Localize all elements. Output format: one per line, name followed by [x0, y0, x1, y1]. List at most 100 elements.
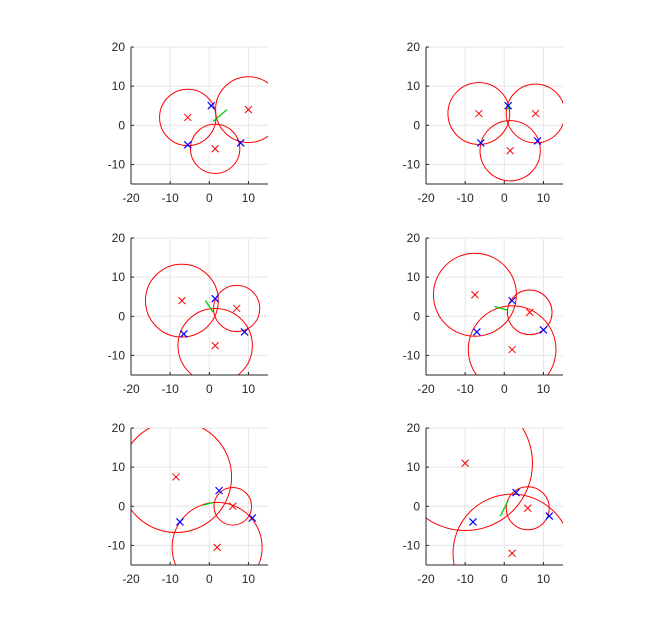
- center-marker-1: [178, 296, 186, 305]
- y-tick-label: -10: [108, 157, 126, 171]
- circle-3: [479, 120, 541, 182]
- circle-1: [426, 428, 533, 532]
- y-tick-label: 0: [118, 118, 125, 132]
- point-marker-2: [183, 140, 192, 149]
- circle-3: [467, 305, 557, 375]
- y-tick-label: 10: [407, 460, 421, 474]
- x-tick-label: 0: [206, 382, 213, 396]
- circle-3: [452, 493, 563, 565]
- center-marker-3: [506, 146, 515, 155]
- circle-3: [177, 307, 253, 375]
- center-marker-2: [525, 308, 534, 317]
- point-marker-2: [176, 518, 184, 526]
- x-tick-label: 0: [206, 572, 213, 586]
- center-marker-3: [211, 144, 220, 153]
- subplot-3: -20 -10 0 10 -10 0 10 20: [108, 231, 268, 396]
- center-marker-1: [474, 109, 483, 118]
- y-tick-label: 10: [407, 270, 421, 284]
- center-marker-2: [228, 502, 237, 511]
- point-marker-2: [472, 328, 481, 336]
- center-marker-1: [183, 113, 192, 122]
- subplot-6: -20 -10 0 10 -10 0 10 20: [403, 421, 563, 586]
- x-tick-label: 0: [501, 572, 508, 586]
- plot-area: [159, 76, 268, 174]
- x-tick-label: -10: [161, 572, 179, 586]
- x-tick-label: -20: [417, 572, 435, 586]
- point-marker-3: [240, 328, 249, 336]
- x-tick-label: 10: [537, 382, 551, 396]
- x-tick-label: -20: [122, 191, 140, 205]
- center-marker-1: [471, 290, 479, 299]
- point-marker-3: [236, 138, 245, 147]
- y-tick-label: 10: [112, 460, 126, 474]
- x-tick-label: 10: [537, 191, 551, 205]
- circle-3: [189, 123, 241, 174]
- x-tick-label: -20: [417, 191, 435, 205]
- circle-1: [131, 428, 233, 533]
- y-tick-label: 20: [407, 231, 421, 245]
- x-tick-label: -10: [456, 382, 474, 396]
- point-marker-3: [539, 326, 548, 334]
- x-tick-label: 0: [501, 382, 508, 396]
- circle-3: [171, 501, 263, 565]
- circle-2: [215, 76, 268, 143]
- plot-area: [144, 263, 261, 375]
- circle-1: [144, 263, 219, 338]
- circle-2: [213, 486, 253, 526]
- plot-area: [131, 428, 263, 565]
- x-tick-label: -20: [122, 382, 140, 396]
- vector-line: [494, 305, 509, 312]
- y-tick-label: -10: [403, 348, 421, 362]
- vector-line: [499, 500, 509, 517]
- y-tick-label: 20: [112, 421, 126, 435]
- center-marker-3: [508, 345, 516, 354]
- x-tick-label: 10: [537, 572, 551, 586]
- center-marker-2: [244, 105, 253, 114]
- y-tick-label: 10: [112, 79, 126, 93]
- point-marker-1: [504, 101, 513, 110]
- y-tick-label: 20: [407, 421, 421, 435]
- y-tick-label: -10: [403, 538, 421, 552]
- point-marker-2: [469, 518, 477, 526]
- subplot-4: -20 -10 0 10 -10 0 10 20: [403, 231, 563, 396]
- x-tick-label: 0: [501, 191, 508, 205]
- y-tick-label: -10: [108, 348, 126, 362]
- point-marker-3: [248, 514, 257, 522]
- y-tick-label: 0: [118, 309, 125, 323]
- y-tick-label: 20: [112, 231, 126, 245]
- point-marker-1: [508, 296, 517, 305]
- center-marker-2: [523, 504, 532, 513]
- x-tick-label: 0: [206, 191, 213, 205]
- subplot-1: -20 -10 0 10 -10 0 10 20: [108, 40, 268, 205]
- point-marker-3: [533, 137, 542, 145]
- point-marker-1: [207, 101, 216, 110]
- center-marker-1: [172, 473, 180, 481]
- x-tick-label: -10: [456, 191, 474, 205]
- center-marker-3: [211, 341, 220, 350]
- subplot-5: -20 -10 0 10 -10 0 10 20: [108, 421, 268, 586]
- point-marker-1: [215, 486, 223, 495]
- y-tick-label: 0: [413, 309, 420, 323]
- plot-area: [447, 82, 563, 182]
- x-tick-label: -20: [122, 572, 140, 586]
- y-tick-label: 0: [413, 118, 420, 132]
- point-marker-1: [211, 294, 220, 303]
- y-tick-label: -10: [108, 538, 126, 552]
- x-tick-label: -10: [161, 382, 179, 396]
- vector-line: [204, 300, 214, 313]
- center-marker-2: [531, 109, 540, 118]
- x-tick-label: -20: [417, 382, 435, 396]
- y-tick-label: 10: [112, 270, 126, 284]
- plot-area: [426, 428, 563, 565]
- x-tick-label: 10: [242, 572, 256, 586]
- y-tick-label: 0: [118, 499, 125, 513]
- point-marker-2: [476, 138, 485, 147]
- center-marker-3: [213, 543, 221, 552]
- center-marker-3: [508, 549, 516, 558]
- center-marker-2: [232, 304, 241, 313]
- y-tick-label: 20: [407, 40, 421, 54]
- plot-area: [432, 252, 557, 375]
- x-tick-label: 10: [242, 382, 256, 396]
- point-marker-3: [545, 512, 554, 520]
